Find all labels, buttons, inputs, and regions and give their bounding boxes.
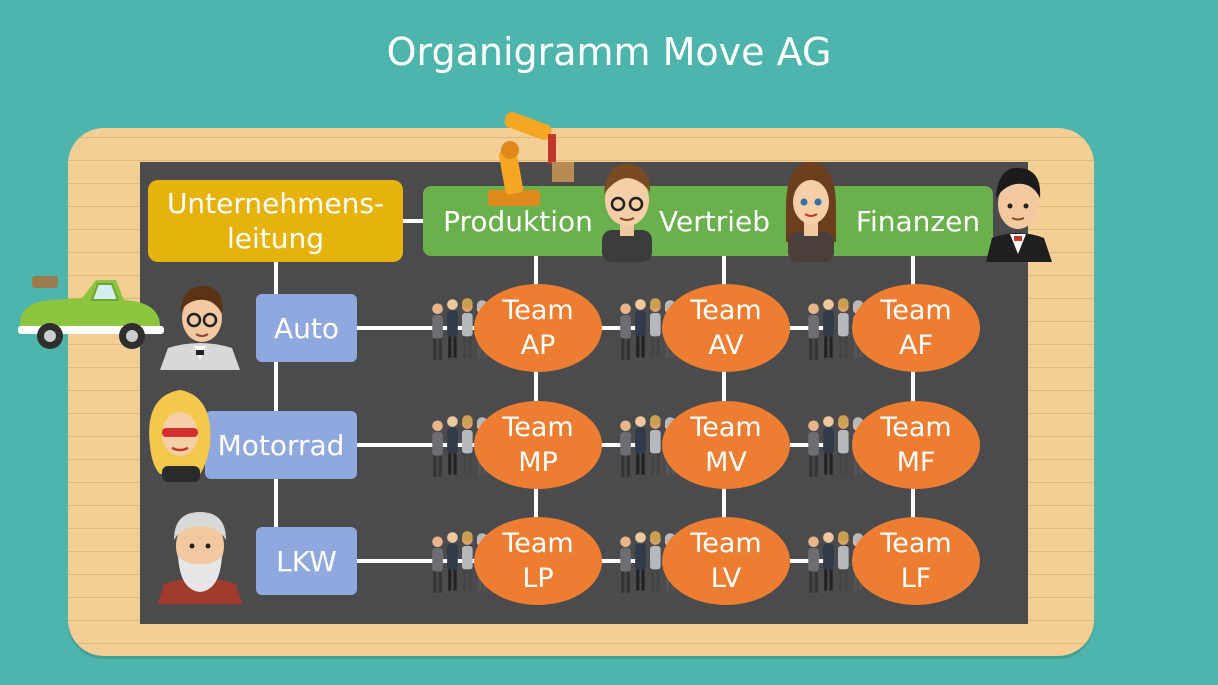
car-icon xyxy=(12,262,168,354)
person-icon xyxy=(156,504,244,604)
team-mf: Team MF xyxy=(852,401,980,489)
team-mp-line1: Team xyxy=(502,410,573,445)
person-icon xyxy=(158,280,242,370)
team-ap-line1: Team xyxy=(502,293,573,328)
team-ap: Team AP xyxy=(474,284,602,372)
management-label-line1: Unternehmens- xyxy=(167,186,384,221)
department-vertrieb: Vertrieb xyxy=(652,186,777,256)
team-mp: Team MP xyxy=(474,401,602,489)
team-mv-line1: Team xyxy=(690,410,761,445)
team-av: Team AV xyxy=(662,284,790,372)
team-mf-line1: Team xyxy=(880,410,951,445)
team-av-line2: AV xyxy=(708,328,743,363)
department-finanzen: Finanzen xyxy=(848,186,988,256)
person-icon xyxy=(144,386,216,482)
team-mv-line2: MV xyxy=(705,445,747,480)
team-mf-line2: MF xyxy=(897,445,936,480)
team-lf: Team LF xyxy=(852,517,980,605)
team-af-line2: AF xyxy=(899,328,933,363)
management-label-line2: leitung xyxy=(227,221,324,256)
team-mv: Team MV xyxy=(662,401,790,489)
product-motorrad-label: Motorrad xyxy=(205,428,357,463)
team-lp: Team LP xyxy=(474,517,602,605)
team-ap-line2: AP xyxy=(521,328,556,363)
product-lkw: LKW xyxy=(256,527,357,595)
team-af-line1: Team xyxy=(880,293,951,328)
person-icon xyxy=(982,158,1054,262)
team-lv: Team LV xyxy=(662,517,790,605)
product-motorrad: Motorrad xyxy=(205,411,357,479)
robot-arm-icon xyxy=(482,110,578,210)
team-lf-line1: Team xyxy=(880,526,951,561)
team-lp-line1: Team xyxy=(502,526,573,561)
person-icon xyxy=(780,158,842,262)
product-lkw-label: LKW xyxy=(256,544,357,579)
management-box: Unternehmens- leitung xyxy=(148,180,403,262)
person-icon xyxy=(596,156,658,262)
product-auto: Auto xyxy=(256,294,357,362)
team-lf-line2: LF xyxy=(901,561,932,596)
team-av-line1: Team xyxy=(690,293,761,328)
product-auto-label: Auto xyxy=(256,311,357,346)
team-mp-line2: MP xyxy=(518,445,558,480)
team-lv-line1: Team xyxy=(690,526,761,561)
team-lp-line2: LP xyxy=(522,561,553,596)
team-af: Team AF xyxy=(852,284,980,372)
team-lv-line2: LV xyxy=(711,561,742,596)
